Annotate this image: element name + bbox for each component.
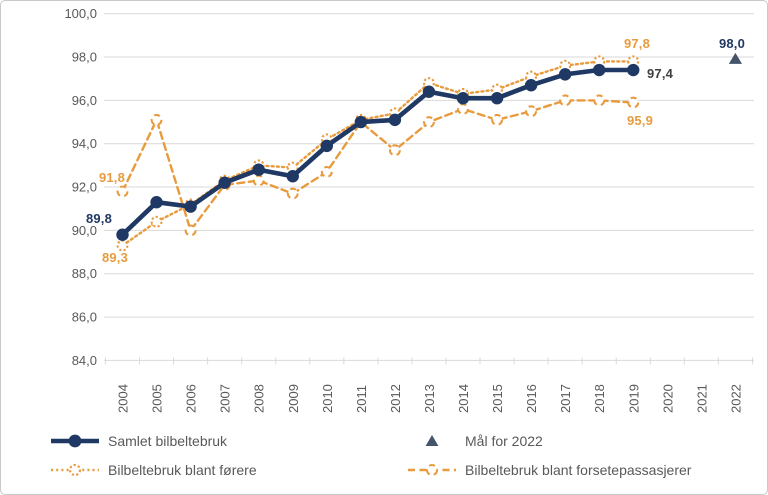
x-axis: 2004 2005 2006 2007 2008 2009 2010 2011 2012 2013… xyxy=(104,357,753,413)
solid-line-marker-icon xyxy=(51,434,99,448)
svg-text:2005: 2005 xyxy=(150,384,165,413)
svg-text:2018: 2018 xyxy=(592,384,607,413)
y-axis-tick-labels: 100,0 98,0 96,0 94,0 92,0 90,0 88,0 86,0 84,0 xyxy=(64,6,97,368)
svg-text:91,8: 91,8 xyxy=(99,170,125,185)
svg-text:98,0: 98,0 xyxy=(72,50,97,65)
svg-text:2008: 2008 xyxy=(252,384,267,413)
svg-text:90,0: 90,0 xyxy=(72,223,97,238)
gridlines xyxy=(104,13,754,361)
svg-text:2007: 2007 xyxy=(218,384,233,413)
svg-text:95,9: 95,9 xyxy=(627,113,653,128)
svg-text:2006: 2006 xyxy=(184,384,199,413)
svg-text:2009: 2009 xyxy=(286,384,301,413)
svg-text:84,0: 84,0 xyxy=(72,353,97,368)
svg-text:2022: 2022 xyxy=(728,384,743,413)
legend-item-samlet: Samlet bilbeltebruk xyxy=(49,430,406,452)
legend-item-maal: Mål for 2022 xyxy=(406,430,767,452)
svg-text:2012: 2012 xyxy=(388,384,403,413)
series-1 xyxy=(116,63,640,241)
dotted-line-marker-icon xyxy=(51,463,99,477)
svg-text:2019: 2019 xyxy=(626,384,641,413)
svg-text:2021: 2021 xyxy=(694,384,709,413)
chart-legend: Samlet bilbeltebruk Mål for 2022 Bilbelt… xyxy=(1,430,767,481)
svg-text:92,0: 92,0 xyxy=(72,180,97,195)
svg-text:89,8: 89,8 xyxy=(86,211,112,226)
svg-text:2014: 2014 xyxy=(456,384,471,413)
target-triangle-marker xyxy=(728,52,742,64)
legend-label-forere: Bilbeltebruk blant førere xyxy=(108,462,257,478)
svg-text:2013: 2013 xyxy=(422,384,437,413)
svg-text:88,0: 88,0 xyxy=(72,266,97,281)
svg-text:2010: 2010 xyxy=(320,384,335,413)
svg-text:94,0: 94,0 xyxy=(72,136,97,151)
series-4 xyxy=(728,52,742,64)
legend-label-samlet: Samlet bilbeltebruk xyxy=(108,433,228,449)
svg-text:97,8: 97,8 xyxy=(624,36,650,51)
svg-text:96,0: 96,0 xyxy=(72,93,97,108)
svg-text:2017: 2017 xyxy=(558,384,573,413)
svg-text:97,4: 97,4 xyxy=(647,66,674,81)
series-2 xyxy=(116,55,640,252)
dashed-line-marker-icon xyxy=(408,463,456,477)
svg-text:86,0: 86,0 xyxy=(72,310,97,325)
svg-text:2004: 2004 xyxy=(116,384,131,413)
svg-text:89,3: 89,3 xyxy=(102,250,128,265)
legend-label-maal: Mål for 2022 xyxy=(465,433,543,449)
legend-item-forsetepassasjerer: Bilbeltebruk blant forsetepassasjerer xyxy=(406,459,767,481)
legend-label-forsetepassasjerer: Bilbeltebruk blant forsetepassasjerer xyxy=(465,462,692,478)
svg-text:2011: 2011 xyxy=(354,385,369,413)
svg-text:2015: 2015 xyxy=(490,384,505,413)
svg-text:2020: 2020 xyxy=(660,384,675,413)
svg-text:2016: 2016 xyxy=(524,384,539,413)
triangle-marker-icon xyxy=(425,435,439,446)
legend-item-forere: Bilbeltebruk blant førere xyxy=(49,459,406,481)
svg-text:98,0: 98,0 xyxy=(719,36,745,51)
svg-text:100,0: 100,0 xyxy=(64,6,97,21)
data-labels: 91,8 89,8 89,3 97,8 97,4 95,9 98,0 xyxy=(86,36,745,265)
line-chart: 100,0 98,0 96,0 94,0 92,0 90,0 88,0 86,0 84,0 200… xyxy=(64,6,754,413)
